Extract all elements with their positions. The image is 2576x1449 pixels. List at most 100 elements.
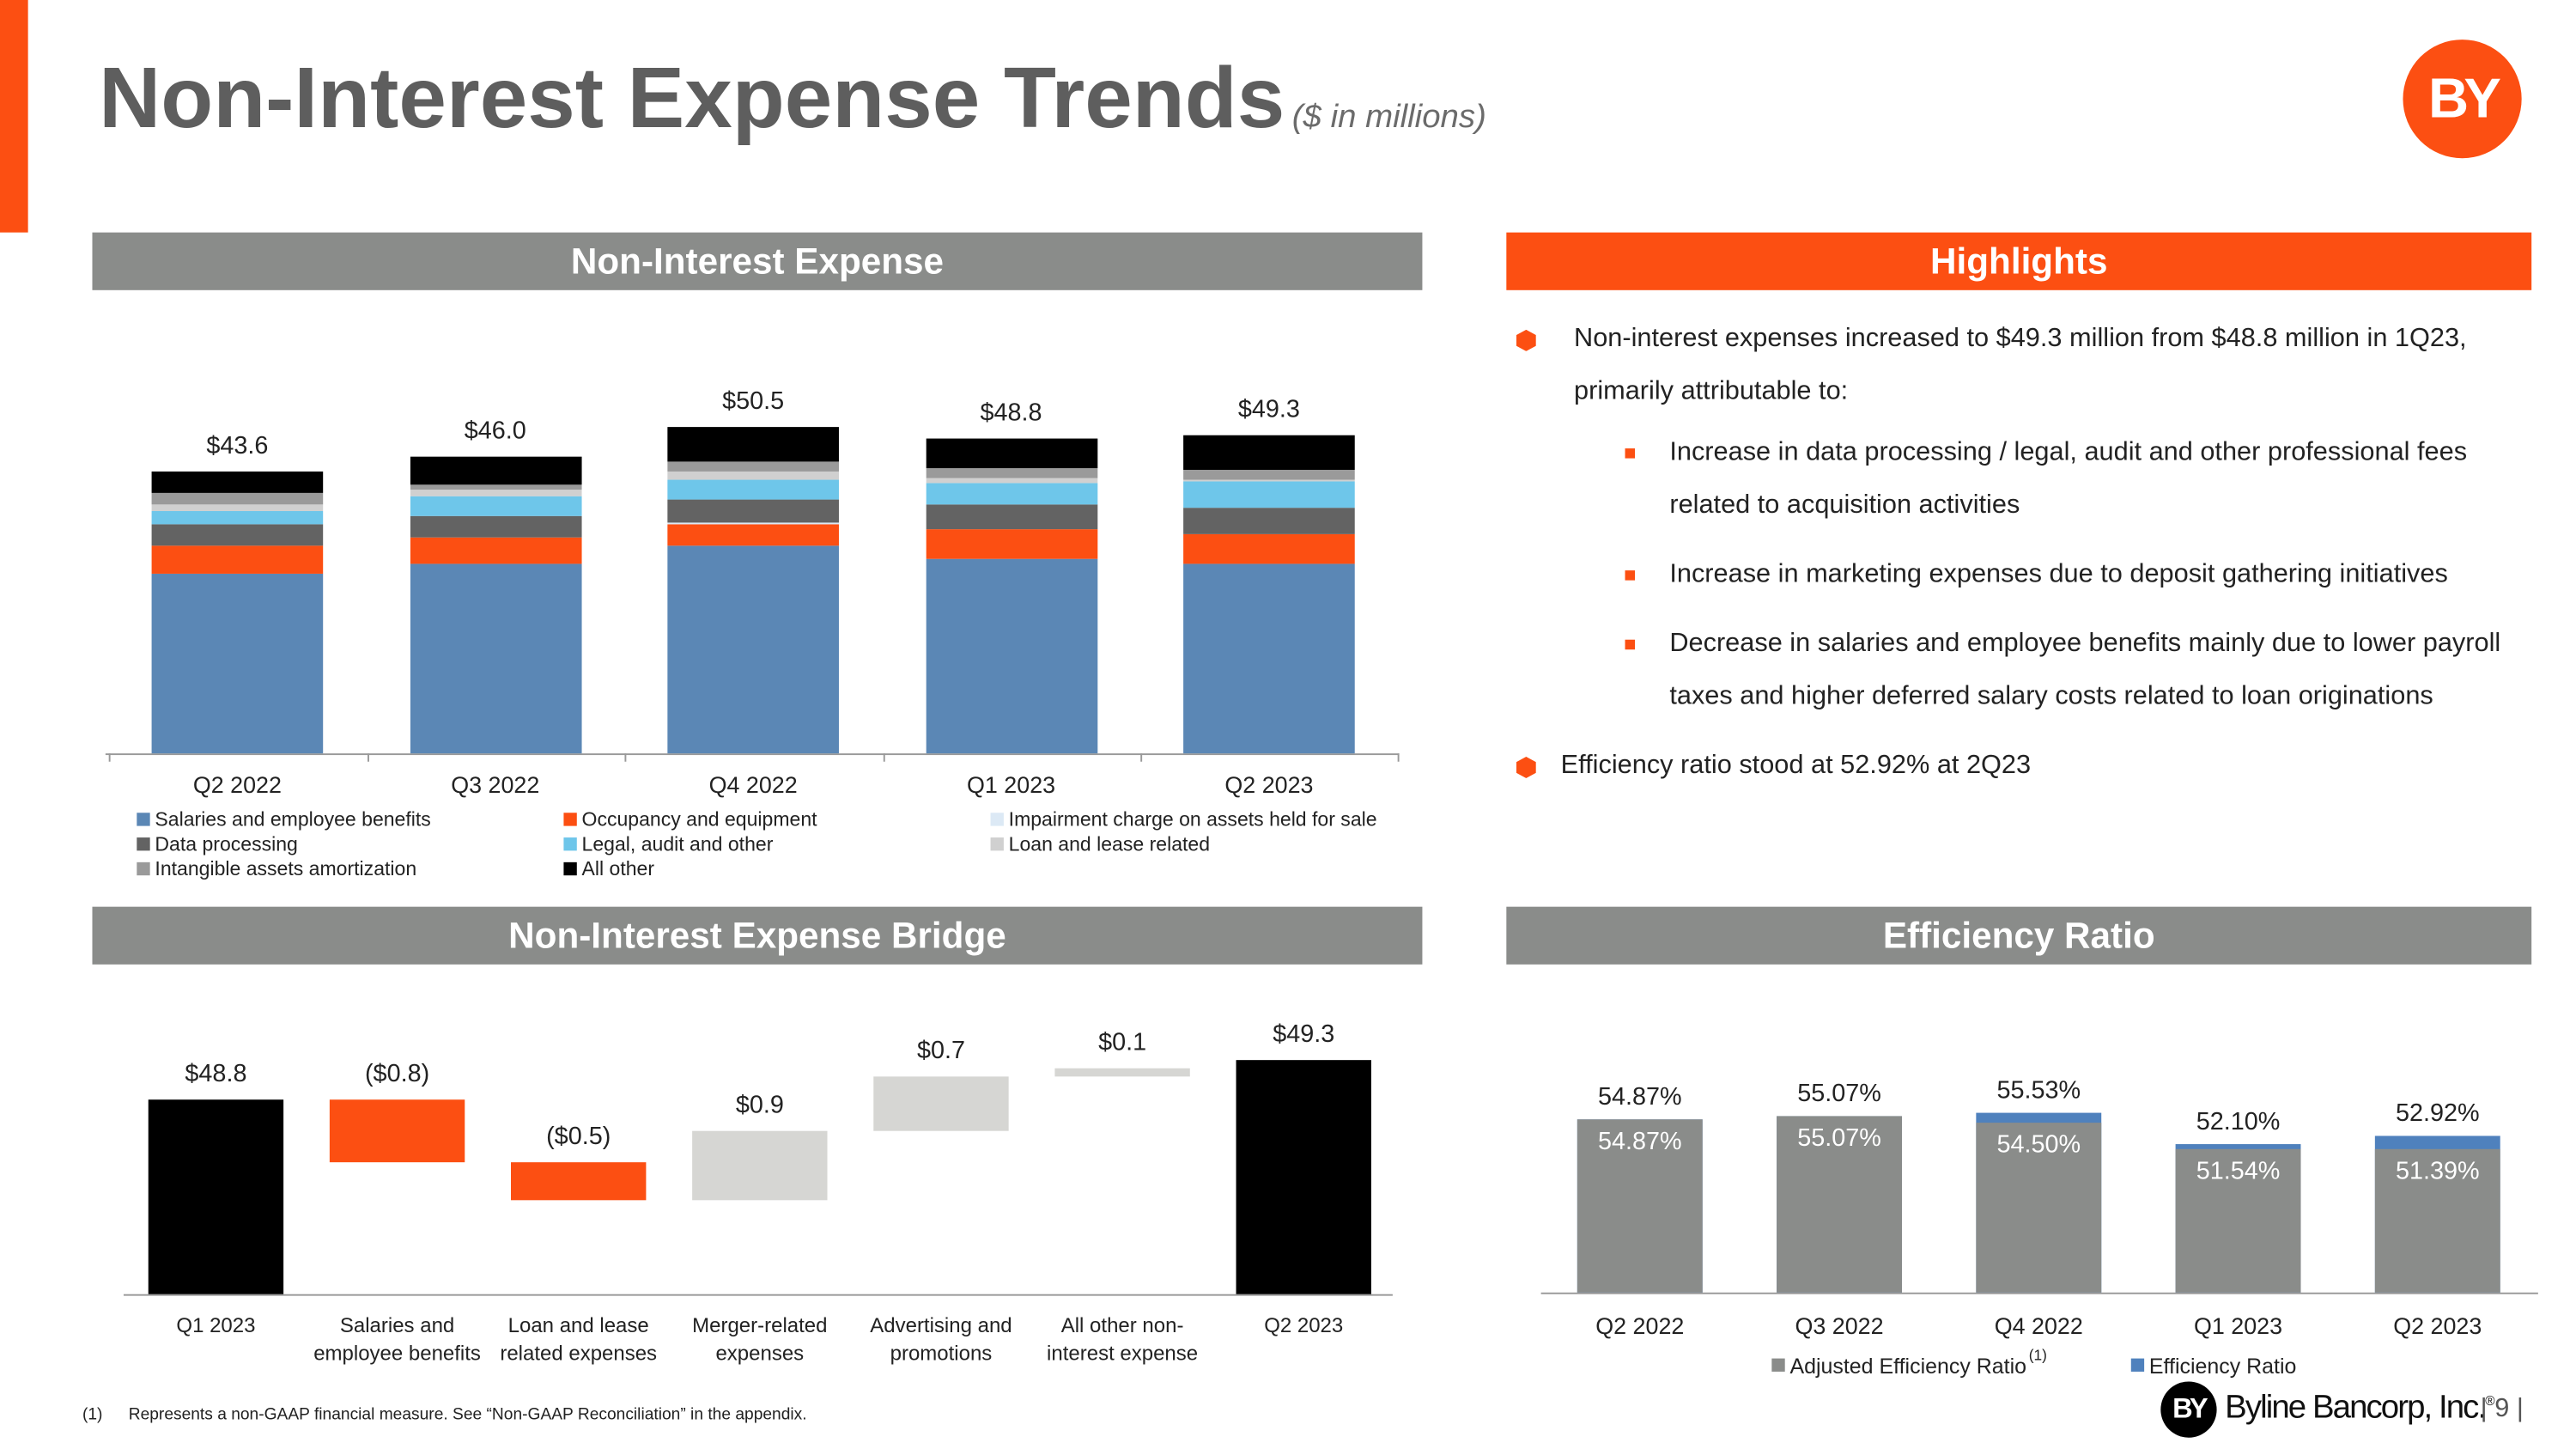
legend-swatch <box>563 813 577 826</box>
accent-strip <box>0 0 28 233</box>
bar-segment <box>667 479 839 500</box>
value-label: 55.53% <box>1996 1076 2081 1105</box>
x-tick-label: Q2 2023 <box>1264 1313 1344 1337</box>
bar-segment <box>409 515 581 538</box>
value-label: 52.10% <box>2196 1106 2281 1135</box>
value-label: $49.3 <box>1273 1020 1335 1050</box>
tick <box>108 753 111 762</box>
legend-swatch <box>2130 1358 2145 1372</box>
x-tick-label: Q2 2023 <box>1224 771 1314 798</box>
x-tick-label: Q3 2022 <box>451 771 540 798</box>
bar <box>1054 1068 1190 1076</box>
bar-segment <box>409 490 581 496</box>
bullet-hex <box>1516 757 1536 778</box>
sub-bullet-text: Decrease in salaries and employee benefi… <box>1669 630 2501 711</box>
bar-segment <box>409 563 581 754</box>
legend-note: (1) <box>2028 1347 2047 1364</box>
panel-header: Highlights <box>1506 232 2532 290</box>
x-tick-label: Q2 2022 <box>192 771 282 798</box>
x-tick-label: Q2 2023 <box>2393 1312 2482 1339</box>
bar-segment <box>667 471 839 480</box>
bar-segment <box>1183 508 1355 535</box>
total-label: $46.0 <box>464 416 526 445</box>
value-label: 55.07% <box>1797 1081 1881 1109</box>
x-tick-label: Q3 2022 <box>1795 1312 1884 1339</box>
bar <box>692 1130 828 1201</box>
bar-segment <box>409 484 581 490</box>
bar-segment <box>409 455 581 484</box>
sub-bullet <box>1625 639 1636 650</box>
value-label: $0.7 <box>916 1036 965 1065</box>
sub-bullet-text: Increase in marketing expenses due to de… <box>1669 560 2448 589</box>
bar-segment <box>151 505 324 512</box>
tick <box>367 753 368 762</box>
bar <box>2374 1149 2500 1293</box>
bar <box>148 1099 284 1294</box>
company-name: Byline Bancorp, Inc. <box>2225 1390 2487 1427</box>
bar-segment <box>925 437 1097 468</box>
bar-segment <box>667 427 839 461</box>
bar-segment <box>151 545 324 574</box>
value-label: 51.54% <box>2196 1156 2281 1185</box>
x-tick-label: Q1 2023 <box>2193 1312 2283 1339</box>
bar-segment <box>151 472 324 494</box>
value-label: $0.1 <box>1098 1028 1147 1057</box>
x-tick-label: Loan and lease related expenses <box>500 1313 658 1366</box>
value-label: 52.92% <box>2395 1099 2480 1129</box>
sub-bullet-text: Increase in data processing / legal, aud… <box>1669 438 2468 520</box>
value-label: 51.39% <box>2395 1158 2480 1186</box>
total-label: $50.5 <box>722 387 785 416</box>
x-tick-label: Salaries and employee benefits <box>313 1313 481 1366</box>
x-tick-label: Q1 2023 <box>176 1313 256 1337</box>
bar-segment <box>667 524 839 546</box>
page-num: 9 <box>2494 1394 2510 1423</box>
bar-segment <box>1183 435 1355 470</box>
legend-swatch <box>137 837 150 851</box>
legend-label: Data processing <box>155 832 298 856</box>
bar-segment <box>667 522 839 525</box>
bar-segment <box>925 482 1097 504</box>
trademark: ® <box>2485 1393 2494 1409</box>
bar-segment <box>925 557 1097 754</box>
total-label: $43.6 <box>206 431 269 460</box>
bar-segment <box>1183 481 1355 508</box>
bar-segment <box>151 524 324 546</box>
value-label: $0.9 <box>735 1091 784 1119</box>
tick <box>882 753 884 762</box>
legend-swatch <box>1771 1358 1785 1372</box>
panel-header: Non-Interest Expense Bridge <box>92 906 1423 965</box>
bar-segment <box>925 503 1097 529</box>
bullet-hex <box>1516 329 1536 351</box>
legend-label: Efficiency Ratio <box>2148 1353 2297 1379</box>
bullet-text: Efficiency ratio stood at 52.92% at 2Q23 <box>1560 752 2032 780</box>
legend-swatch <box>563 861 577 876</box>
value-label: $48.8 <box>185 1060 247 1088</box>
bar <box>329 1099 465 1162</box>
bar <box>1777 1117 1902 1293</box>
tick <box>624 753 627 762</box>
tick <box>1140 753 1143 762</box>
sub-bullet <box>1625 448 1636 459</box>
tick <box>1397 753 1400 762</box>
bar-segment <box>667 460 839 472</box>
bar <box>2175 1148 2301 1293</box>
value-label: 54.50% <box>1996 1129 2081 1159</box>
legend-label: Loan and lease related <box>1008 832 1211 856</box>
value-label: 55.07% <box>1797 1124 1881 1154</box>
bar-segment <box>1183 563 1355 754</box>
bar <box>1976 1122 2102 1293</box>
title: Non-Interest Expense Trends <box>99 51 1285 147</box>
x-tick-label: Q1 2023 <box>966 771 1056 798</box>
legend-label: Impairment charge on assets held for sal… <box>1008 807 1377 831</box>
legend-label: Salaries and employee benefits <box>155 807 431 831</box>
value-label: ($0.8) <box>364 1060 430 1088</box>
bar-segment <box>667 545 839 754</box>
bar <box>873 1075 1009 1131</box>
x-tick-label: Q2 2022 <box>1595 1312 1685 1339</box>
bar-segment <box>925 467 1097 478</box>
footer-company: Byline Bancorp, Inc.® <box>2225 1390 2494 1428</box>
footer-logo: BY <box>2160 1381 2217 1438</box>
footnote: Represents a non-GAAP financial measure.… <box>128 1406 807 1425</box>
legend-label: All other <box>581 857 655 880</box>
